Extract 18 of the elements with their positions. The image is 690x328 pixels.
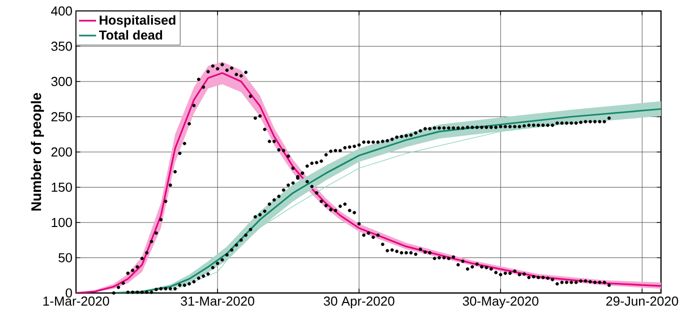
- y-tick-label: 350: [51, 42, 72, 51]
- y-tick-label: 250: [51, 112, 72, 122]
- y-tick-label: 100: [52, 218, 72, 228]
- x-tick-label: 31-Mar-2020: [180, 296, 254, 306]
- y-tick-label: 200: [51, 147, 72, 157]
- y-tick-label: 0: [66, 288, 72, 298]
- legend-label: Hospitalised: [100, 15, 176, 28]
- y-tick-label: 50: [58, 253, 72, 262]
- x-tick-label: 29-Jun-2020: [606, 296, 678, 306]
- x-tick-label: 30-May-2020: [462, 296, 538, 308]
- x-tick-label: 1-Mar-2020: [43, 296, 110, 306]
- y-tick-label: 400: [51, 6, 72, 16]
- y-axis-title: Number of people: [30, 92, 44, 211]
- line-series: [170, 122, 572, 292]
- y-tick-label: 150: [52, 182, 72, 192]
- x-tick-label: 30 Apr-2020: [324, 296, 394, 308]
- y-tick-label: 300: [51, 76, 72, 86]
- legend-label: Total dead: [99, 30, 162, 40]
